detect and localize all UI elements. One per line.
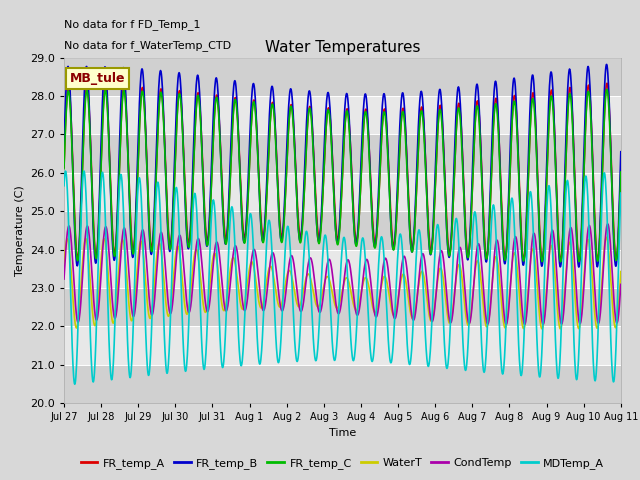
Text: No data for f FD_Temp_1: No data for f FD_Temp_1 (64, 19, 200, 30)
X-axis label: Time: Time (329, 428, 356, 438)
Title: Water Temperatures: Water Temperatures (265, 40, 420, 55)
Bar (64, 211, 621, 250)
Bar (64, 365, 621, 403)
Text: No data for f_WaterTemp_CTD: No data for f_WaterTemp_CTD (64, 40, 231, 51)
Bar (64, 250, 621, 288)
Bar (64, 173, 621, 211)
Y-axis label: Temperature (C): Temperature (C) (15, 185, 24, 276)
Text: MB_tule: MB_tule (70, 72, 125, 85)
Legend: FR_temp_A, FR_temp_B, FR_temp_C, WaterT, CondTemp, MDTemp_A: FR_temp_A, FR_temp_B, FR_temp_C, WaterT,… (76, 454, 609, 473)
Bar (64, 326, 621, 365)
Bar (64, 288, 621, 326)
Bar (64, 58, 621, 96)
Bar (64, 96, 621, 134)
Bar (64, 134, 621, 173)
